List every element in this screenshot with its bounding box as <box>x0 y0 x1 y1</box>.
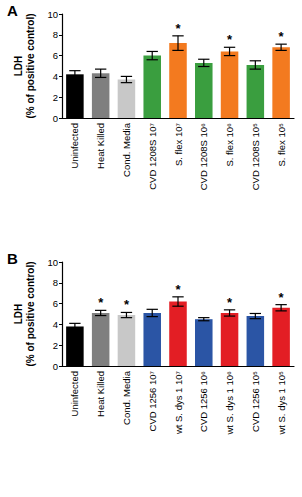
svg-text:*: * <box>227 295 233 310</box>
svg-text:4: 4 <box>53 71 58 82</box>
svg-text:10: 10 <box>47 9 58 20</box>
svg-text:10: 10 <box>47 257 58 268</box>
svg-text:Uninfected: Uninfected <box>69 123 80 168</box>
svg-text:S. flex 10⁵: S. flex 10⁵ <box>276 123 287 167</box>
svg-text:*: * <box>98 295 104 310</box>
svg-text:*: * <box>175 21 181 36</box>
svg-text:(% of positive control): (% of positive control) <box>25 262 36 367</box>
svg-text:(% of positive control): (% of positive control) <box>25 14 36 119</box>
svg-text:CVD 1208S 10⁷: CVD 1208S 10⁷ <box>147 122 158 189</box>
svg-text:0: 0 <box>53 113 58 124</box>
svg-text:2: 2 <box>53 92 58 103</box>
svg-text:4: 4 <box>53 319 58 330</box>
svg-text:CVD 1256 10⁷: CVD 1256 10⁷ <box>147 370 158 431</box>
svg-text:wt S. dys 1 10⁷: wt S. dys 1 10⁷ <box>173 370 184 435</box>
svg-text:Cond. Media: Cond. Media <box>121 370 132 425</box>
svg-text:Heat Killed: Heat Killed <box>95 123 106 169</box>
svg-text:wt S. dys 1 10⁶: wt S. dys 1 10⁶ <box>224 371 235 436</box>
svg-text:*: * <box>279 29 285 44</box>
svg-text:0: 0 <box>53 361 58 372</box>
svg-text:CVD 1208S 10⁶: CVD 1208S 10⁶ <box>198 123 209 190</box>
svg-text:Cond. Media: Cond. Media <box>121 122 132 177</box>
svg-text:S. flex 10⁷: S. flex 10⁷ <box>173 122 184 166</box>
svg-text:2: 2 <box>53 340 58 351</box>
svg-text:LDH: LDH <box>13 304 24 325</box>
svg-text:8: 8 <box>53 277 58 288</box>
svg-text:CVD 1208S 10⁵: CVD 1208S 10⁵ <box>250 123 261 190</box>
svg-text:A: A <box>7 2 18 19</box>
svg-text:*: * <box>124 297 130 312</box>
svg-text:S. flex 10⁶: S. flex 10⁶ <box>224 123 235 167</box>
svg-text:6: 6 <box>53 298 58 309</box>
svg-text:*: * <box>175 282 181 297</box>
svg-text:LDH: LDH <box>13 56 24 77</box>
svg-text:Uninfected: Uninfected <box>69 371 80 416</box>
svg-text:8: 8 <box>53 29 58 40</box>
svg-text:*: * <box>279 290 285 305</box>
svg-text:B: B <box>7 250 18 267</box>
svg-text:*: * <box>227 32 233 47</box>
svg-text:wt S. dys 1 10⁵: wt S. dys 1 10⁵ <box>276 371 287 436</box>
svg-text:6: 6 <box>53 50 58 61</box>
svg-text:CVD 1256 10⁵: CVD 1256 10⁵ <box>250 371 261 432</box>
svg-text:Heat Killed: Heat Killed <box>95 371 106 417</box>
svg-text:CVD 1256 10⁶: CVD 1256 10⁶ <box>198 371 209 432</box>
